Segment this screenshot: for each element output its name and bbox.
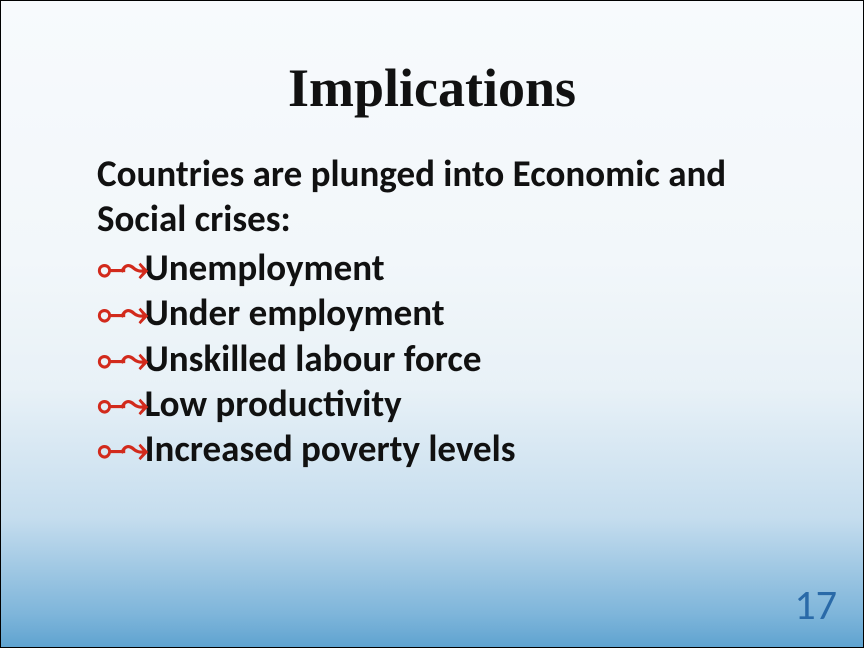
bullet-text: Increased poverty levels bbox=[145, 426, 783, 471]
bullet-item: ⟜⤳ Unemployment bbox=[97, 245, 783, 290]
bullet-text: Unemployment bbox=[145, 245, 783, 290]
intro-text: Countries are plunged into Economic and … bbox=[97, 151, 783, 241]
bullet-item: ⟜⤳ Unskilled labour force bbox=[97, 336, 783, 381]
bullet-icon: ⟜⤳ bbox=[97, 382, 143, 426]
bullet-item: ⟜⤳ Low productivity bbox=[97, 381, 783, 426]
bullet-item: ⟜⤳ Under employment bbox=[97, 290, 783, 335]
bullet-icon: ⟜⤳ bbox=[97, 291, 143, 335]
bullet-text: Low productivity bbox=[145, 381, 783, 426]
bullet-icon: ⟜⤳ bbox=[97, 337, 143, 381]
slide-body: Countries are plunged into Economic and … bbox=[97, 151, 783, 471]
slide-title: Implications bbox=[1, 57, 863, 119]
bullet-icon: ⟜⤳ bbox=[97, 427, 143, 471]
slide-container: Implications Countries are plunged into … bbox=[0, 0, 864, 648]
bullet-icon: ⟜⤳ bbox=[97, 246, 143, 290]
bullet-item: ⟜⤳ Increased poverty levels bbox=[97, 426, 783, 471]
bullet-text: Under employment bbox=[145, 290, 783, 335]
bullet-text: Unskilled labour force bbox=[145, 336, 783, 381]
page-number: 17 bbox=[794, 580, 837, 631]
